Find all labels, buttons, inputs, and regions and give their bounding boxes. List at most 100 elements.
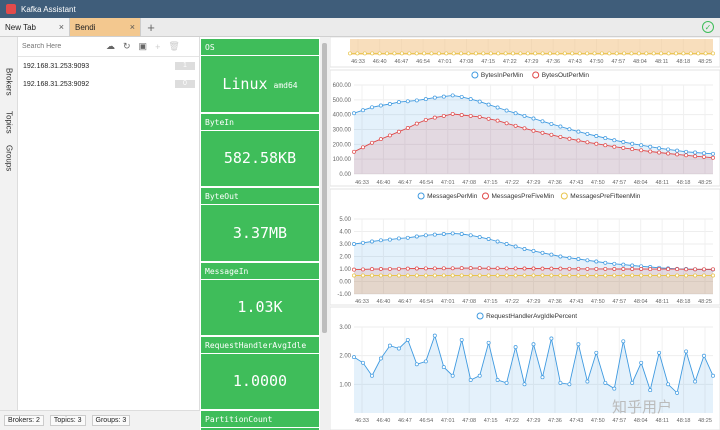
side-tab-brokers[interactable]: Brokers xyxy=(0,57,18,107)
list-item[interactable]: 192.168.31.253:9093 1 xyxy=(18,57,199,75)
x-tick-label: 47:22 xyxy=(505,180,519,186)
metric-card-messagein: MessageIn 1.03K xyxy=(201,263,319,335)
data-point xyxy=(513,266,518,271)
data-point xyxy=(423,359,428,364)
os-arch: amd64 xyxy=(273,80,298,90)
x-tick-label: 48:25 xyxy=(698,59,712,65)
side-tab-topics[interactable]: Topics xyxy=(0,97,18,147)
tab-bendi[interactable]: Bendi × xyxy=(70,18,141,36)
search-input[interactable] xyxy=(22,43,94,50)
add-tab-button[interactable]: + xyxy=(147,19,155,35)
data-point xyxy=(666,273,671,278)
data-point xyxy=(567,266,572,271)
data-point xyxy=(629,51,634,56)
data-point xyxy=(370,373,374,378)
data-point xyxy=(549,336,554,341)
data-point xyxy=(567,136,572,141)
data-point xyxy=(468,273,473,278)
data-point xyxy=(558,124,563,129)
data-point xyxy=(648,267,653,272)
data-point xyxy=(496,51,501,56)
x-tick-label: 47:43 xyxy=(569,418,583,424)
groups-count: Groups: 3 xyxy=(91,415,131,426)
tab-new-tab[interactable]: New Tab × xyxy=(0,18,70,36)
trash-icon[interactable]: 🗑 xyxy=(168,41,180,51)
data-point xyxy=(603,143,608,148)
x-tick-label: 46:54 xyxy=(416,59,430,65)
scroll-thumb[interactable] xyxy=(322,43,327,333)
data-point xyxy=(648,273,653,278)
data-point xyxy=(513,345,518,350)
data-point xyxy=(459,51,464,56)
data-point xyxy=(576,273,581,278)
legend-marker xyxy=(560,192,568,200)
data-point xyxy=(459,113,464,117)
data-point xyxy=(684,349,689,354)
legend-marker xyxy=(471,71,479,79)
data-point xyxy=(612,267,617,271)
data-point xyxy=(370,105,374,110)
close-icon[interactable]: × xyxy=(58,22,64,32)
data-point xyxy=(531,116,536,121)
data-point xyxy=(441,266,446,271)
data-point xyxy=(558,134,563,139)
data-point xyxy=(504,273,509,278)
data-point xyxy=(414,266,419,271)
data-point xyxy=(540,273,545,278)
data-point xyxy=(621,140,626,144)
data-point xyxy=(387,133,392,138)
card-value: 3.37MB xyxy=(232,223,288,242)
data-point xyxy=(522,247,527,251)
x-tick-label: 47:57 xyxy=(612,180,626,186)
data-point xyxy=(621,273,626,278)
data-point xyxy=(468,266,473,271)
x-tick-label: 48:11 xyxy=(655,299,668,305)
list-item[interactable]: 192.168.31.253:9092 0 xyxy=(18,75,199,93)
data-point xyxy=(630,141,635,146)
data-point xyxy=(558,273,563,278)
data-point xyxy=(612,138,617,143)
data-point xyxy=(693,379,698,384)
data-point xyxy=(432,266,437,271)
cloud-icon[interactable]: ☁ xyxy=(106,41,115,51)
data-point xyxy=(576,129,581,134)
data-point xyxy=(361,267,365,272)
data-point xyxy=(639,360,644,365)
image-icon[interactable]: ▣ xyxy=(138,41,148,51)
data-point xyxy=(432,115,437,120)
side-tab-groups[interactable]: Groups xyxy=(0,133,18,183)
data-point xyxy=(684,273,689,278)
data-point xyxy=(522,266,527,271)
close-icon[interactable]: × xyxy=(129,22,135,32)
y-tick-label: 200.00 xyxy=(333,142,352,148)
data-point xyxy=(407,51,412,56)
data-point xyxy=(603,273,608,278)
x-tick-label: 47:01 xyxy=(441,418,455,424)
data-point xyxy=(495,239,500,244)
data-point xyxy=(621,262,626,267)
data-point xyxy=(684,153,689,158)
x-tick-label: 46:54 xyxy=(419,418,433,424)
cards-scrollbar[interactable] xyxy=(320,37,330,430)
data-point xyxy=(396,346,401,351)
data-point xyxy=(473,51,478,56)
x-tick-label: 47:15 xyxy=(484,180,498,186)
legend-marker xyxy=(476,312,484,320)
data-point xyxy=(423,266,428,271)
x-tick-label: 47:22 xyxy=(503,59,517,65)
data-point xyxy=(540,250,545,255)
data-point xyxy=(555,51,560,56)
x-tick-label: 47:36 xyxy=(546,59,560,65)
side-tab-label: Groups xyxy=(4,144,14,172)
card-value: Linux amd64 xyxy=(201,56,319,111)
data-point xyxy=(540,119,545,124)
data-point xyxy=(585,131,590,136)
data-point xyxy=(576,342,581,347)
add-icon[interactable]: + xyxy=(155,41,161,52)
data-point xyxy=(387,273,392,278)
x-tick-label: 46:40 xyxy=(377,418,391,424)
data-point xyxy=(466,51,471,56)
refresh-icon[interactable]: ↻ xyxy=(123,41,131,51)
data-point xyxy=(378,273,383,278)
data-point xyxy=(352,273,356,278)
